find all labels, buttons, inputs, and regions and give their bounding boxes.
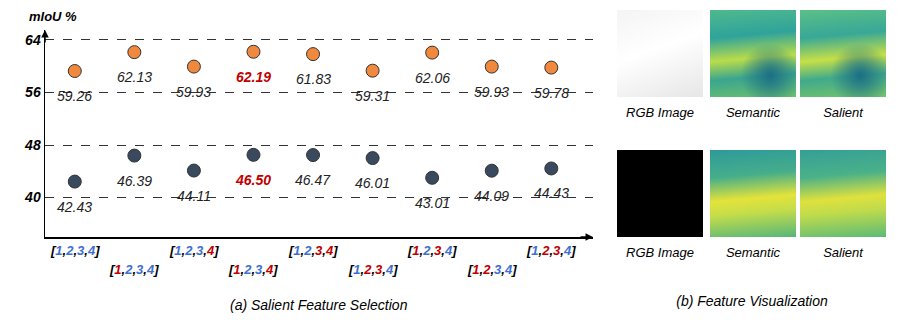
svg-text:44.11: 44.11 <box>177 188 211 204</box>
svg-text:[1,2,3,4]: [1,2,3,4] <box>169 243 219 258</box>
svg-text:62.13: 62.13 <box>117 69 152 85</box>
svg-text:46.39: 46.39 <box>117 173 152 189</box>
svg-text:43.01: 43.01 <box>415 195 450 211</box>
svg-text:40: 40 <box>24 189 41 205</box>
svg-text:[1,2,3,4]: [1,2,3,4] <box>526 243 576 258</box>
svg-text:44.43: 44.43 <box>534 185 569 201</box>
html-text:(b) Feature Visualization: (b) Feature Visualization <box>676 293 828 309</box>
svg-text:56: 56 <box>25 84 41 100</box>
svg-text:46.01: 46.01 <box>355 175 390 191</box>
svg-text:61.83: 61.83 <box>296 71 331 87</box>
svg-text:[1,2,3,4]: [1,2,3,4] <box>109 262 159 277</box>
svg-text:[1,2,3,4]: [1,2,3,4] <box>288 243 338 258</box>
svg-text:62.19: 62.19 <box>236 69 271 85</box>
svg-text:64: 64 <box>25 32 41 48</box>
svg-text:[1,2,3,4]: [1,2,3,4] <box>50 243 100 258</box>
svg-text:59.93: 59.93 <box>474 84 509 100</box>
svg-text:46.50: 46.50 <box>235 172 271 188</box>
svg-text:48: 48 <box>24 137 41 153</box>
svg-text:[1,2,3,4]: [1,2,3,4] <box>467 262 517 277</box>
html-text:Salient: Salient <box>823 105 863 120</box>
html-text:RGB Image: RGB Image <box>626 245 694 260</box>
html-text:Semantic: Semantic <box>725 105 781 120</box>
svg-text:[1,2,3,4]: [1,2,3,4] <box>348 262 398 277</box>
html-text:RGB Image: RGB Image <box>626 105 694 120</box>
svg-text:(a) Salient Feature Selection: (a) Salient Feature Selection <box>230 297 408 313</box>
html-text:Salient: Salient <box>823 245 863 260</box>
svg-text:[1,2,3,4]: [1,2,3,4] <box>407 243 457 258</box>
svg-text:59.26: 59.26 <box>57 88 92 104</box>
svg-text:44.09: 44.09 <box>474 188 509 204</box>
html-text:Semantic: Semantic <box>725 245 781 260</box>
svg-text:59.78: 59.78 <box>534 85 569 101</box>
svg-text:59.31: 59.31 <box>355 88 390 104</box>
svg-text:46.47: 46.47 <box>295 172 331 188</box>
svg-text:59.93: 59.93 <box>176 84 211 100</box>
svg-text:[1,2,3,4]: [1,2,3,4] <box>228 262 278 277</box>
svg-text:62.06: 62.06 <box>415 70 450 86</box>
svg-text:42.43: 42.43 <box>57 199 92 215</box>
svg-text:mIoU %: mIoU % <box>29 9 77 24</box>
